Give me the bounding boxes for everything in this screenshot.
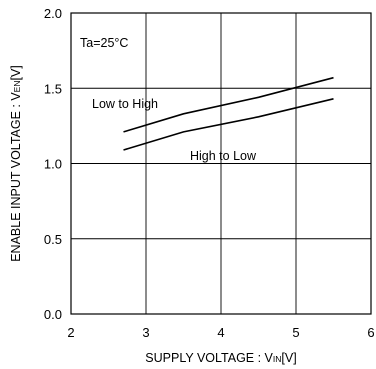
tick-labels: 2 3 4 5 6 0.0 0.5 1.0 1.5 2.0 xyxy=(44,6,375,340)
grid xyxy=(71,13,371,314)
series-layer xyxy=(123,76,334,151)
series-line-1 xyxy=(123,98,334,151)
y-axis-label-subscript: EN xyxy=(12,80,22,92)
y-tick-label: 2.0 xyxy=(44,6,62,21)
y-tick-label: 1.0 xyxy=(44,157,62,172)
x-tick-label: 5 xyxy=(292,325,299,340)
condition-annotation: Ta=25°C xyxy=(80,36,128,50)
y-axis-label-unit: [V] xyxy=(9,65,23,80)
x-tick-label: 3 xyxy=(142,325,149,340)
x-tick-label: 6 xyxy=(367,325,374,340)
x-tick-label: 4 xyxy=(217,325,224,340)
x-axis-label-unit: [V] xyxy=(281,351,296,365)
x-axis-label-subscript: IN xyxy=(273,354,282,364)
x-axis-label: SUPPLY VOLTAGE : VIN[V] xyxy=(145,351,296,365)
series-label-low-to-high: Low to High xyxy=(92,97,158,111)
series-line-0 xyxy=(123,76,334,133)
y-tick-label: 0.0 xyxy=(44,307,62,322)
y-axis-label-main: ENABLE INPUT VOLTAGE : V xyxy=(9,92,23,262)
x-axis-label-main: SUPPLY VOLTAGE : V xyxy=(145,351,273,365)
y-tick-label: 1.5 xyxy=(44,81,62,96)
plot-frame xyxy=(70,12,372,315)
y-tick-label: 0.5 xyxy=(44,232,62,247)
x-tick-label: 2 xyxy=(67,325,74,340)
series-label-high-to-low: High to Low xyxy=(190,149,257,163)
y-axis-label: ENABLE INPUT VOLTAGE : VEN[V] xyxy=(9,65,23,262)
